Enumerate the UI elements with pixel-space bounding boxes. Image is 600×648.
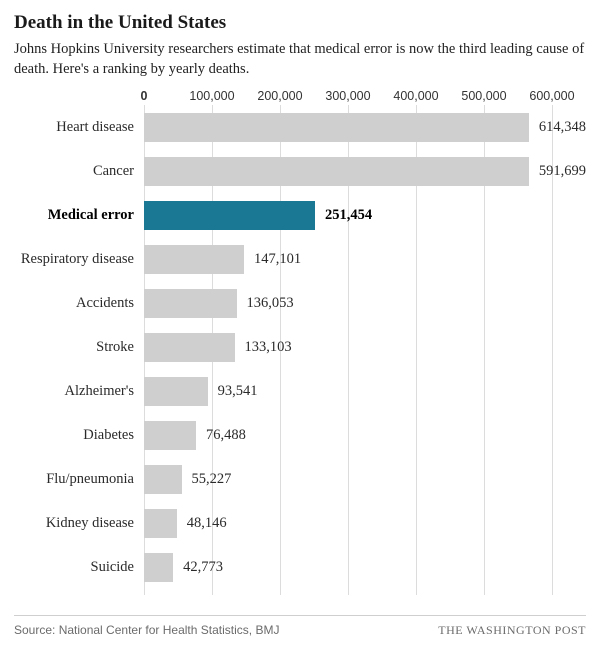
category-label: Flu/pneumonia — [14, 471, 144, 488]
category-label: Heart disease — [14, 119, 144, 136]
bar-row: Medical error 251,454 — [14, 193, 586, 237]
bar — [144, 465, 182, 494]
footer-rule — [14, 615, 586, 616]
bar-row: Heart disease 614,348 — [14, 105, 586, 149]
category-label: Cancer — [14, 163, 144, 180]
bar-row: Diabetes 76,488 — [14, 413, 586, 457]
value-label: 55,227 — [192, 471, 232, 488]
bar-area: 55,227 — [144, 465, 586, 494]
tick-label: 600,000 — [529, 89, 574, 103]
bar — [144, 421, 196, 450]
bar-area: 614,348 — [144, 113, 586, 142]
bar-area: 136,053 — [144, 289, 586, 318]
value-label: 42,773 — [183, 559, 223, 576]
bar — [144, 201, 315, 230]
bar-area: 76,488 — [144, 421, 586, 450]
bar-area: 251,454 — [144, 201, 586, 230]
tick-label: 300,000 — [325, 89, 370, 103]
tick-label: 0 — [141, 89, 148, 103]
tick-label: 200,000 — [257, 89, 302, 103]
source-text: Source: National Center for Health Stati… — [14, 623, 279, 637]
bar-row: Respiratory disease 147,101 — [14, 237, 586, 281]
bar-row: Alzheimer's 93,541 — [14, 369, 586, 413]
tick-label: 500,000 — [461, 89, 506, 103]
chart: 0 100,000 200,000 300,000 400,000 500,000 600,… — [14, 85, 586, 595]
category-label: Respiratory disease — [14, 251, 144, 268]
bar — [144, 245, 244, 274]
bar-row: Flu/pneumonia 55,227 — [14, 457, 586, 501]
bar — [144, 333, 235, 362]
bar — [144, 509, 177, 538]
x-axis: 0 100,000 200,000 300,000 400,000 500,000 600,… — [14, 85, 586, 105]
value-label: 147,101 — [254, 251, 301, 268]
chart-subtitle: Johns Hopkins University researchers est… — [14, 40, 586, 79]
bar-row: Kidney disease 48,146 — [14, 501, 586, 545]
category-label: Medical error — [14, 207, 144, 224]
bar-area: 42,773 — [144, 553, 586, 582]
category-label: Diabetes — [14, 427, 144, 444]
bar — [144, 553, 173, 582]
bar-area: 93,541 — [144, 377, 586, 406]
value-label: 136,053 — [247, 295, 294, 312]
bar — [144, 289, 237, 318]
plot-area: Heart disease 614,348 Cancer 591,699 Medical… — [14, 105, 586, 595]
bar — [144, 113, 529, 142]
value-label: 76,488 — [206, 427, 246, 444]
category-label: Stroke — [14, 339, 144, 356]
category-label: Alzheimer's — [14, 383, 144, 400]
chart-title: Death in the United States — [14, 12, 586, 34]
credit-text: THE WASHINGTON POST — [438, 623, 586, 638]
bar-row: Cancer 591,699 — [14, 149, 586, 193]
bar-area: 147,101 — [144, 245, 586, 274]
bars: Heart disease 614,348 Cancer 591,699 Medical… — [14, 105, 586, 589]
value-label: 251,454 — [325, 207, 372, 224]
bar-row: Accidents 136,053 — [14, 281, 586, 325]
value-label: 614,348 — [539, 119, 586, 136]
category-label: Kidney disease — [14, 515, 144, 532]
category-label: Accidents — [14, 295, 144, 312]
footer: Source: National Center for Health Stati… — [14, 623, 586, 638]
bar-area: 48,146 — [144, 509, 586, 538]
bar-row: Stroke 133,103 — [14, 325, 586, 369]
tick-label: 100,000 — [189, 89, 234, 103]
bar-row: Suicide 42,773 — [14, 545, 586, 589]
value-label: 48,146 — [187, 515, 227, 532]
bar — [144, 377, 208, 406]
bar — [144, 157, 529, 186]
tick-label: 400,000 — [393, 89, 438, 103]
category-label: Suicide — [14, 559, 144, 576]
value-label: 133,103 — [245, 339, 292, 356]
bar-area: 133,103 — [144, 333, 586, 362]
value-label: 591,699 — [539, 163, 586, 180]
bar-area: 591,699 — [144, 157, 586, 186]
value-label: 93,541 — [218, 383, 258, 400]
